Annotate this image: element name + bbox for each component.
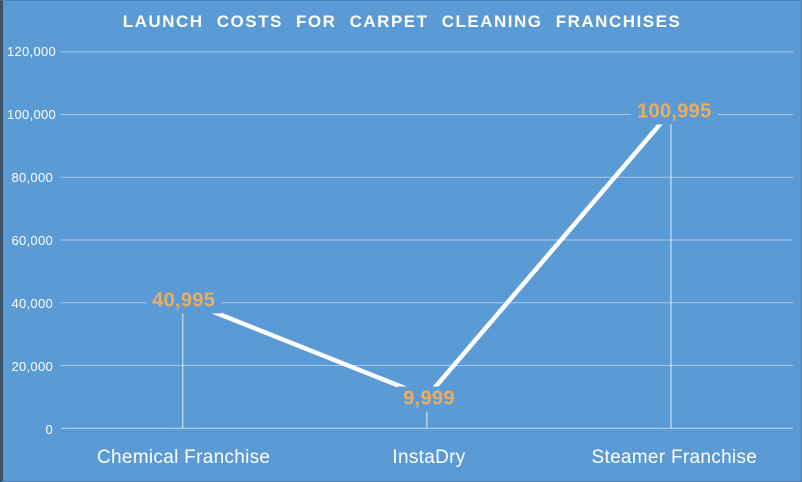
y-tick-label: 100,000	[7, 107, 57, 122]
data-label: 100,995	[631, 99, 718, 125]
chart-title: LAUNCH COSTS FOR CARPET CLEANING FRANCHI…	[122, 12, 682, 31]
x-category-label: Chemical Franchise	[97, 447, 271, 468]
x-category-label: InstaDry	[392, 447, 466, 468]
y-tick-label: 60,000	[11, 233, 53, 248]
data-label: 40,995	[146, 288, 222, 314]
y-tick-label: 0	[45, 422, 53, 437]
y-tick-label: 40,000	[11, 296, 53, 311]
y-tick-label: 80,000	[11, 170, 53, 185]
data-series-line	[181, 109, 673, 400]
data-label: 9,999	[397, 386, 461, 411]
y-tick-label: 120,000	[7, 44, 57, 59]
y-tick-label: 20,000	[11, 359, 53, 374]
x-category-label: Steamer Franchise	[591, 447, 758, 468]
